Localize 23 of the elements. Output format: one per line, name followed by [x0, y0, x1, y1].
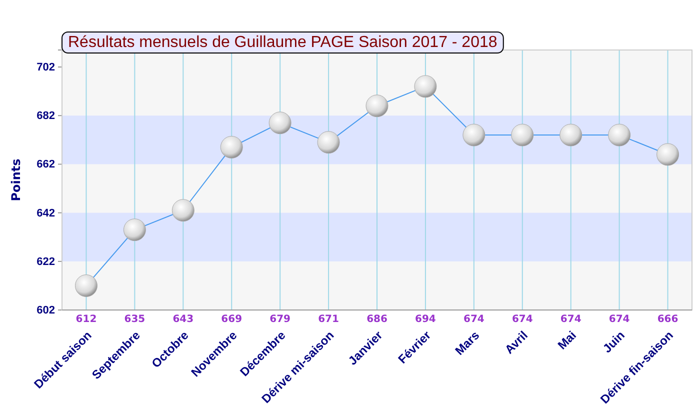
y-tick-label: 602 — [36, 304, 55, 317]
data-label: 674 — [463, 314, 484, 325]
data-label: 674 — [512, 314, 533, 325]
data-label: 674 — [608, 314, 630, 325]
data-label: 686 — [366, 314, 388, 325]
data-label: 669 — [221, 314, 242, 325]
x-tick-label: Mai — [554, 328, 579, 352]
data-label: 635 — [124, 314, 146, 325]
y-axis-title: Points — [9, 158, 23, 202]
data-label: 679 — [270, 314, 291, 325]
y-tick-label: 622 — [36, 256, 55, 268]
data-label: 643 — [172, 314, 194, 325]
data-label: 694 — [415, 314, 436, 325]
x-tick-label: Juin — [600, 328, 628, 356]
y-tick-label: 642 — [36, 207, 55, 220]
data-label: 666 — [657, 314, 678, 325]
data-label: 671 — [318, 314, 340, 325]
data-label: 612 — [76, 314, 97, 325]
y-tick-label: 682 — [36, 110, 55, 122]
data-label: 674 — [560, 314, 582, 325]
y-tick-label: 662 — [36, 158, 55, 171]
chart-title: Résultats mensuels de Guillaume PAGE Saison 2017 - 2018 — [68, 34, 498, 51]
y-tick-label: 702 — [36, 62, 55, 74]
